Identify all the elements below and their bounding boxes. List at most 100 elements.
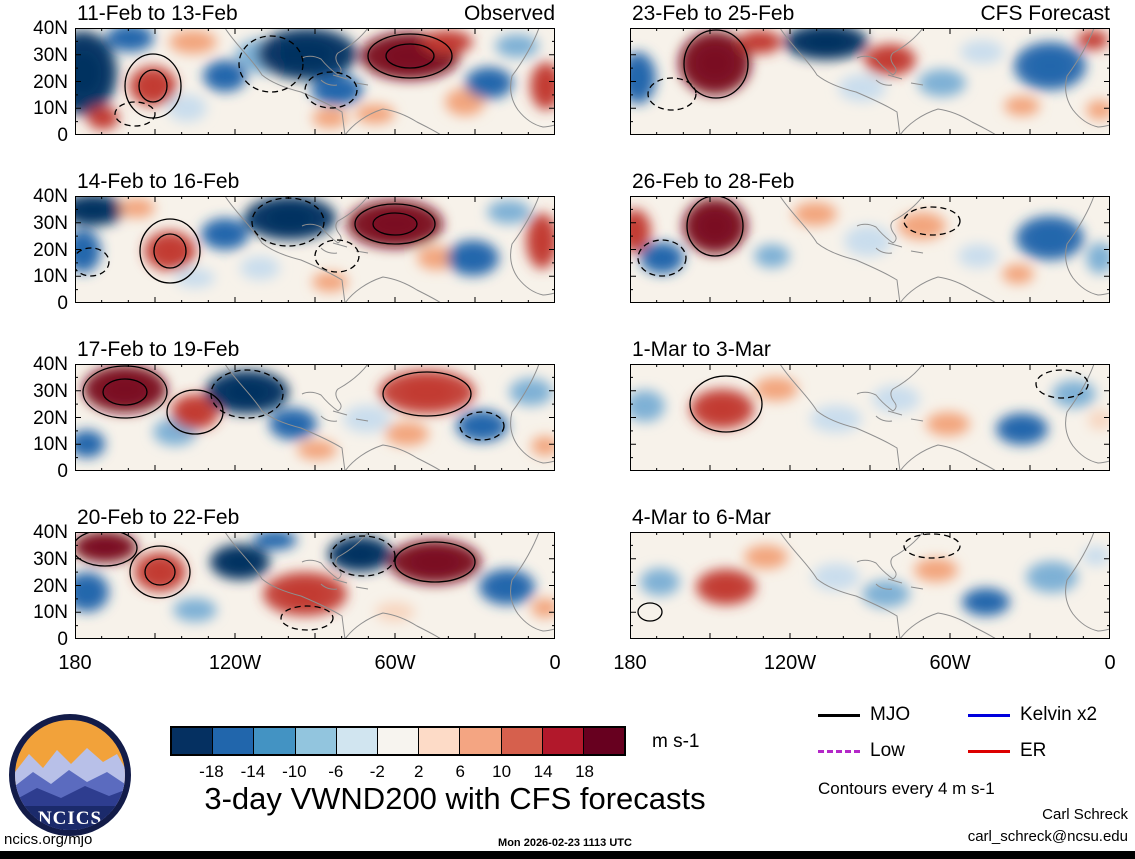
y-axis-label: 40N xyxy=(33,186,68,207)
coastlines xyxy=(779,364,1110,471)
main-title: 3-day VWND200 with CFS forecasts xyxy=(204,781,706,816)
panel-title: 14-Feb to 16-Feb xyxy=(77,170,240,193)
colorbar-segment xyxy=(172,728,213,754)
colorbar-wrap: -18 -14 -10 -6 -2 2 6 10 14 18 xyxy=(170,726,626,782)
y-axis-label: 30N xyxy=(33,44,68,66)
map-panel: 14-Feb to 16-Feb xyxy=(75,170,555,303)
contour-interval-note: Contours every 4 m s-1 xyxy=(818,779,995,798)
colorbar-tick-label: 10 xyxy=(492,762,512,781)
colorbar-segment xyxy=(253,728,295,754)
y-axis-label: 10N xyxy=(33,434,68,456)
colorbar-tick-label: 14 xyxy=(533,762,553,781)
colorbar-tick-label: -14 xyxy=(240,762,266,781)
panel-title: 4-Mar to 6-Mar xyxy=(632,506,771,529)
coastlines xyxy=(224,364,555,471)
y-axis-label: 10N xyxy=(33,266,68,288)
legend-item: ER xyxy=(968,740,1130,762)
map-panel: 20-Feb to 22-Feb xyxy=(75,506,555,639)
bottom-bar xyxy=(0,851,1135,859)
panel-tag: CFS Forecast xyxy=(980,2,1110,25)
colorbar-segment xyxy=(459,728,501,754)
legend-item: Kelvin x2 xyxy=(968,704,1130,726)
panel-title: 20-Feb to 22-Feb xyxy=(77,506,240,529)
y-axis-label: 10N xyxy=(33,602,68,624)
colorbar-segment xyxy=(418,728,460,754)
y-axis-label: 40N xyxy=(33,18,68,39)
coastlines xyxy=(779,196,1110,303)
legend-label: Kelvin x2 xyxy=(1020,704,1098,725)
map-plot xyxy=(75,28,555,135)
colorbar-tick-label: 18 xyxy=(575,762,594,781)
colorbar xyxy=(170,726,626,756)
x-axis-label: 120W xyxy=(763,652,817,674)
panel-title: 17-Feb to 19-Feb xyxy=(77,338,240,361)
colorbar-segment xyxy=(582,728,625,754)
legend-label: MJO xyxy=(870,704,911,725)
map-panel: 4-Mar to 6-Mar xyxy=(630,506,1110,639)
y-axis-label: 30N xyxy=(33,380,68,402)
panel-tag: Observed xyxy=(463,2,555,25)
map-plot xyxy=(630,364,1110,471)
x-axis-label: 180 xyxy=(613,652,647,674)
x-axis-label: 60W xyxy=(374,652,416,674)
credit-author: Carl Schreck xyxy=(1042,806,1128,823)
map-plot xyxy=(630,532,1110,639)
colorbar-tick-label: 2 xyxy=(413,762,424,781)
y-axis-label: 30N xyxy=(33,548,68,570)
colorbar-segment xyxy=(500,728,542,754)
legend-item: Low xyxy=(818,740,968,762)
colorbar-segment xyxy=(212,728,254,754)
colorbar-tick-label: -2 xyxy=(369,762,385,781)
y-axis-label: 0 xyxy=(57,461,68,482)
map-plot xyxy=(630,28,1110,135)
map-plot xyxy=(630,196,1110,303)
y-axis-label: 0 xyxy=(57,629,68,650)
coastlines xyxy=(779,28,1110,135)
legend-item: MJO xyxy=(818,704,968,726)
legend-line-er xyxy=(968,749,1010,753)
x-axis-label: 60W xyxy=(929,652,971,674)
x-axis-label: 0 xyxy=(1104,652,1116,674)
y-axis-label: 20N xyxy=(33,575,68,597)
ncics-logo: NCICS xyxy=(9,714,131,836)
map-panel: 23-Feb to 25-Feb CFS Forecast xyxy=(630,2,1110,135)
y-axis-label: 0 xyxy=(57,125,68,146)
panel-title: 23-Feb to 25-Feb xyxy=(632,2,795,25)
y-axis-label: 40N xyxy=(33,522,68,543)
y-axis-label: 0 xyxy=(57,293,68,314)
colorbar-tick-label: -18 xyxy=(199,762,224,781)
legend-line-mjo xyxy=(818,713,860,717)
legend: MJO Kelvin x2 Low ER xyxy=(818,704,1130,762)
coastlines xyxy=(779,532,1110,639)
coastlines xyxy=(224,196,555,303)
colorbar-tick-label: 6 xyxy=(455,762,465,781)
legend-label: ER xyxy=(1020,740,1047,761)
y-axis-label: 40N xyxy=(33,354,68,375)
colorbar-segment xyxy=(376,728,419,754)
panel-title: 1-Mar to 3-Mar xyxy=(632,338,771,361)
colorbar-unit: m s-1 xyxy=(652,731,700,752)
coastlines xyxy=(224,28,555,135)
map-panel: 26-Feb to 28-Feb xyxy=(630,170,1110,303)
credit-email: carl_schreck@ncsu.edu xyxy=(967,828,1128,845)
colorbar-segment xyxy=(335,728,377,754)
map-panel: 1-Mar to 3-Mar xyxy=(630,338,1110,471)
logo-art: NCICS xyxy=(15,720,125,830)
coastlines xyxy=(224,532,555,639)
x-axis-label: 0 xyxy=(549,652,561,674)
map-plot xyxy=(75,364,555,471)
colorbar-tick-label: -10 xyxy=(282,762,307,781)
footer-timestamp: Mon 2026-02-23 1113 UTC xyxy=(498,837,632,849)
colorbar-tick-label: -6 xyxy=(328,762,344,781)
y-axis-label: 20N xyxy=(33,407,68,429)
map-plot xyxy=(75,196,555,303)
y-axis-label: 20N xyxy=(33,71,68,93)
map-panel: 11-Feb to 13-Feb Observed xyxy=(75,2,555,135)
y-axis-label: 20N xyxy=(33,239,68,261)
legend-line-low xyxy=(818,749,860,753)
x-axis-label: 180 xyxy=(58,652,92,674)
legend-line-kelvin-x2 xyxy=(968,713,1010,717)
panel-title: 26-Feb to 28-Feb xyxy=(632,170,795,193)
logo-text: NCICS xyxy=(38,808,102,829)
